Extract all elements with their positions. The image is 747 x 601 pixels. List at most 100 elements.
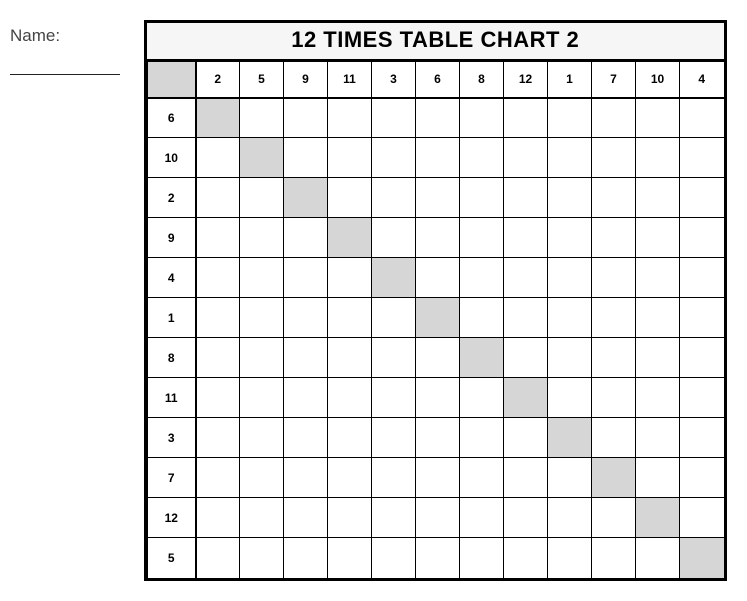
grid-cell[interactable] bbox=[284, 98, 328, 138]
grid-cell[interactable] bbox=[636, 178, 680, 218]
grid-cell[interactable] bbox=[328, 378, 372, 418]
grid-cell[interactable] bbox=[592, 298, 636, 338]
grid-cell[interactable] bbox=[636, 218, 680, 258]
grid-cell[interactable] bbox=[328, 458, 372, 498]
grid-cell[interactable] bbox=[284, 378, 328, 418]
grid-cell[interactable] bbox=[328, 258, 372, 298]
grid-cell[interactable] bbox=[636, 498, 680, 538]
grid-cell[interactable] bbox=[372, 338, 416, 378]
grid-cell[interactable] bbox=[636, 458, 680, 498]
grid-cell[interactable] bbox=[460, 298, 504, 338]
grid-cell[interactable] bbox=[504, 378, 548, 418]
grid-cell[interactable] bbox=[460, 138, 504, 178]
grid-cell[interactable] bbox=[240, 298, 284, 338]
grid-cell[interactable] bbox=[504, 98, 548, 138]
grid-cell[interactable] bbox=[328, 138, 372, 178]
grid-cell[interactable] bbox=[504, 418, 548, 458]
grid-cell[interactable] bbox=[284, 178, 328, 218]
grid-cell[interactable] bbox=[504, 258, 548, 298]
grid-cell[interactable] bbox=[196, 418, 240, 458]
grid-cell[interactable] bbox=[416, 138, 460, 178]
grid-cell[interactable] bbox=[680, 338, 724, 378]
grid-cell[interactable] bbox=[592, 258, 636, 298]
grid-cell[interactable] bbox=[504, 298, 548, 338]
grid-cell[interactable] bbox=[592, 218, 636, 258]
grid-cell[interactable] bbox=[416, 538, 460, 578]
grid-cell[interactable] bbox=[240, 258, 284, 298]
grid-cell[interactable] bbox=[196, 378, 240, 418]
grid-cell[interactable] bbox=[196, 498, 240, 538]
grid-cell[interactable] bbox=[592, 98, 636, 138]
grid-cell[interactable] bbox=[372, 538, 416, 578]
grid-cell[interactable] bbox=[460, 258, 504, 298]
grid-cell[interactable] bbox=[680, 298, 724, 338]
grid-cell[interactable] bbox=[240, 218, 284, 258]
grid-cell[interactable] bbox=[416, 98, 460, 138]
grid-cell[interactable] bbox=[592, 338, 636, 378]
grid-cell[interactable] bbox=[240, 338, 284, 378]
grid-cell[interactable] bbox=[592, 378, 636, 418]
grid-cell[interactable] bbox=[592, 418, 636, 458]
grid-cell[interactable] bbox=[284, 218, 328, 258]
grid-cell[interactable] bbox=[240, 458, 284, 498]
grid-cell[interactable] bbox=[460, 498, 504, 538]
grid-cell[interactable] bbox=[372, 98, 416, 138]
grid-cell[interactable] bbox=[592, 138, 636, 178]
grid-cell[interactable] bbox=[680, 498, 724, 538]
grid-cell[interactable] bbox=[284, 258, 328, 298]
grid-cell[interactable] bbox=[328, 98, 372, 138]
grid-cell[interactable] bbox=[372, 498, 416, 538]
grid-cell[interactable] bbox=[416, 498, 460, 538]
grid-cell[interactable] bbox=[504, 138, 548, 178]
grid-cell[interactable] bbox=[372, 458, 416, 498]
grid-cell[interactable] bbox=[416, 218, 460, 258]
grid-cell[interactable] bbox=[504, 538, 548, 578]
grid-cell[interactable] bbox=[196, 178, 240, 218]
grid-cell[interactable] bbox=[636, 418, 680, 458]
grid-cell[interactable] bbox=[328, 498, 372, 538]
grid-cell[interactable] bbox=[416, 418, 460, 458]
grid-cell[interactable] bbox=[460, 378, 504, 418]
grid-cell[interactable] bbox=[548, 138, 592, 178]
grid-cell[interactable] bbox=[548, 218, 592, 258]
grid-cell[interactable] bbox=[372, 218, 416, 258]
grid-cell[interactable] bbox=[680, 538, 724, 578]
grid-cell[interactable] bbox=[548, 298, 592, 338]
grid-cell[interactable] bbox=[460, 418, 504, 458]
grid-cell[interactable] bbox=[636, 378, 680, 418]
grid-cell[interactable] bbox=[196, 538, 240, 578]
grid-cell[interactable] bbox=[636, 258, 680, 298]
grid-cell[interactable] bbox=[240, 138, 284, 178]
grid-cell[interactable] bbox=[416, 258, 460, 298]
grid-cell[interactable] bbox=[416, 458, 460, 498]
grid-cell[interactable] bbox=[680, 458, 724, 498]
grid-cell[interactable] bbox=[680, 258, 724, 298]
grid-cell[interactable] bbox=[240, 378, 284, 418]
grid-cell[interactable] bbox=[372, 138, 416, 178]
grid-cell[interactable] bbox=[680, 418, 724, 458]
grid-cell[interactable] bbox=[284, 298, 328, 338]
name-input-line[interactable] bbox=[10, 74, 120, 75]
grid-cell[interactable] bbox=[284, 498, 328, 538]
grid-cell[interactable] bbox=[504, 178, 548, 218]
grid-cell[interactable] bbox=[548, 98, 592, 138]
grid-cell[interactable] bbox=[284, 538, 328, 578]
grid-cell[interactable] bbox=[416, 178, 460, 218]
grid-cell[interactable] bbox=[372, 258, 416, 298]
grid-cell[interactable] bbox=[548, 418, 592, 458]
grid-cell[interactable] bbox=[416, 338, 460, 378]
grid-cell[interactable] bbox=[240, 498, 284, 538]
grid-cell[interactable] bbox=[548, 258, 592, 298]
grid-cell[interactable] bbox=[504, 498, 548, 538]
grid-cell[interactable] bbox=[460, 338, 504, 378]
grid-cell[interactable] bbox=[416, 378, 460, 418]
grid-cell[interactable] bbox=[636, 538, 680, 578]
grid-cell[interactable] bbox=[196, 338, 240, 378]
grid-cell[interactable] bbox=[372, 178, 416, 218]
grid-cell[interactable] bbox=[328, 418, 372, 458]
grid-cell[interactable] bbox=[680, 178, 724, 218]
grid-cell[interactable] bbox=[460, 458, 504, 498]
grid-cell[interactable] bbox=[548, 378, 592, 418]
grid-cell[interactable] bbox=[196, 218, 240, 258]
grid-cell[interactable] bbox=[592, 498, 636, 538]
